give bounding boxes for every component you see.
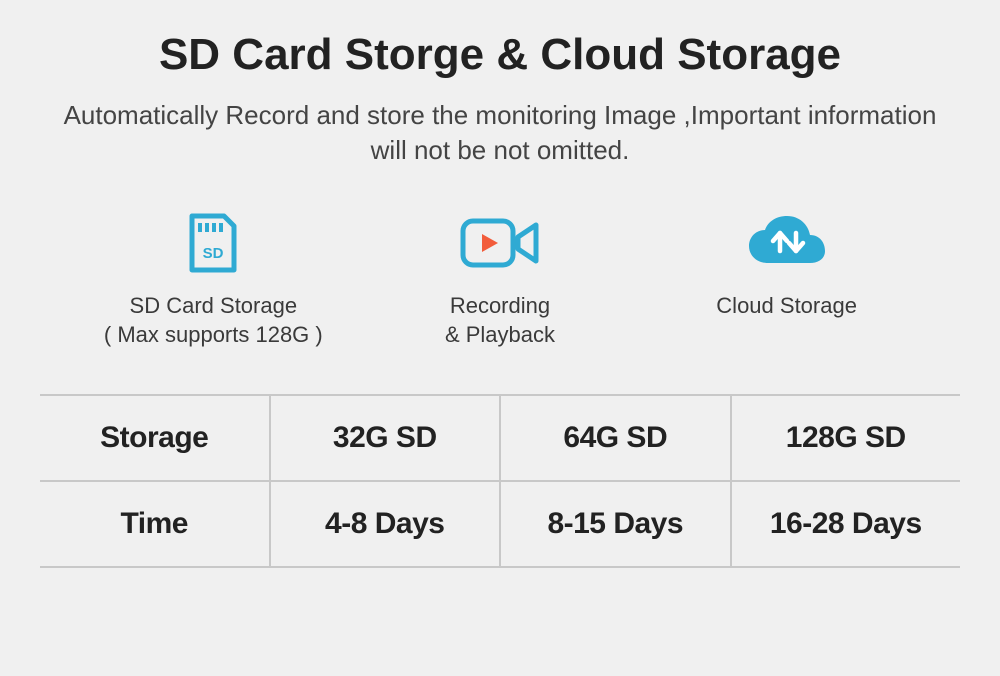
table-cell: 4-8 Days (271, 482, 502, 566)
sd-card-icon: SD (186, 208, 240, 278)
feature-sd-card: SD SD Card Storage ( Max supports 128G ) (71, 208, 355, 349)
cloud-sync-icon (744, 208, 830, 278)
feature-label: Cloud Storage (716, 292, 857, 321)
column-header: Storage (40, 396, 271, 480)
features-row: SD SD Card Storage ( Max supports 128G )… (40, 208, 960, 349)
svg-text:SD: SD (203, 245, 224, 262)
storage-table: Storage 32G SD 64G SD 128G SD Time 4-8 D… (40, 394, 960, 568)
video-play-icon (458, 208, 542, 278)
table-cell: 16-28 Days (732, 482, 961, 566)
page-subtitle: Automatically Record and store the monit… (40, 98, 960, 168)
feature-recording: Recording & Playback (358, 208, 642, 349)
page-title: SD Card Storge & Cloud Storage (40, 30, 960, 80)
column-header: 32G SD (271, 396, 502, 480)
table-cell: 8-15 Days (501, 482, 732, 566)
row-label: Time (40, 482, 271, 566)
feature-label: Recording & Playback (445, 292, 555, 349)
feature-cloud: Cloud Storage (645, 208, 929, 321)
table-header-row: Storage 32G SD 64G SD 128G SD (40, 396, 960, 482)
feature-label: SD Card Storage ( Max supports 128G ) (104, 292, 323, 349)
column-header: 128G SD (732, 396, 961, 480)
column-header: 64G SD (501, 396, 732, 480)
table-row: Time 4-8 Days 8-15 Days 16-28 Days (40, 482, 960, 568)
